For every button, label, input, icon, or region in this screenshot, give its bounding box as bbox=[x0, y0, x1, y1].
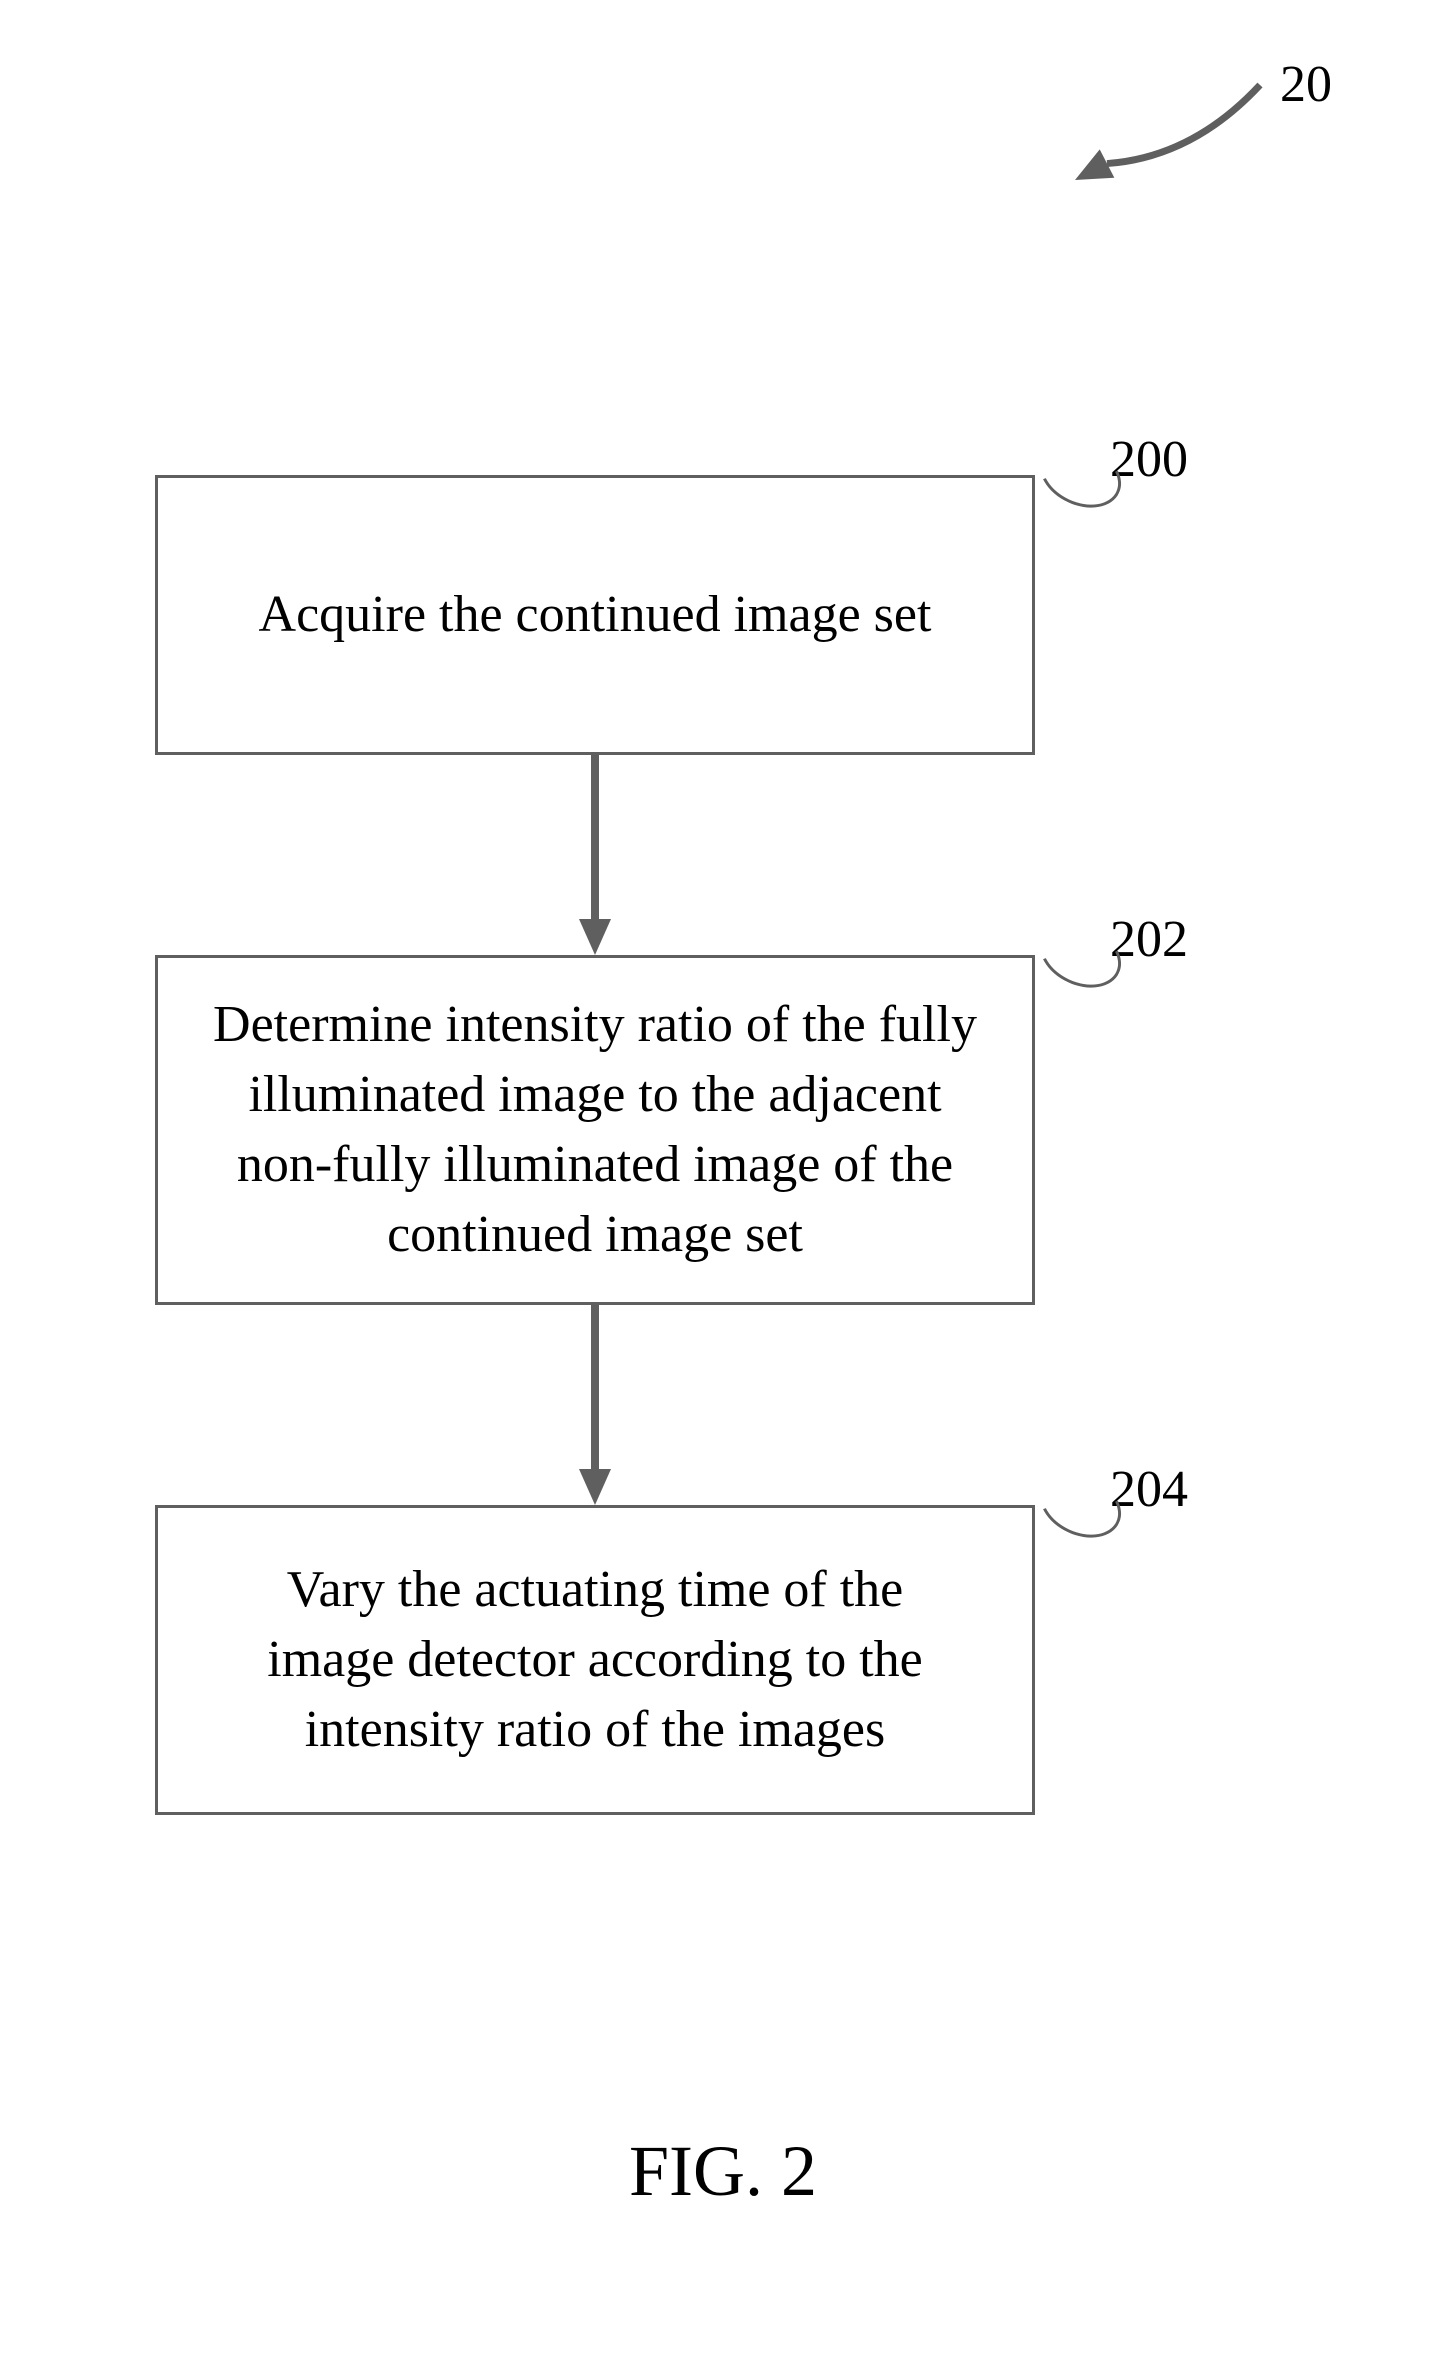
figure-number-label: 20 bbox=[1280, 55, 1332, 114]
connector-arrowhead-1 bbox=[579, 1469, 611, 1505]
figure-pointer-shaft bbox=[1107, 85, 1260, 164]
figure-canvas: Acquire the continued image set200Determ… bbox=[0, 0, 1446, 2379]
connector-layer bbox=[0, 0, 1446, 2379]
figure-caption: FIG. 2 bbox=[0, 2130, 1446, 2213]
connector-arrowhead-0 bbox=[579, 919, 611, 955]
